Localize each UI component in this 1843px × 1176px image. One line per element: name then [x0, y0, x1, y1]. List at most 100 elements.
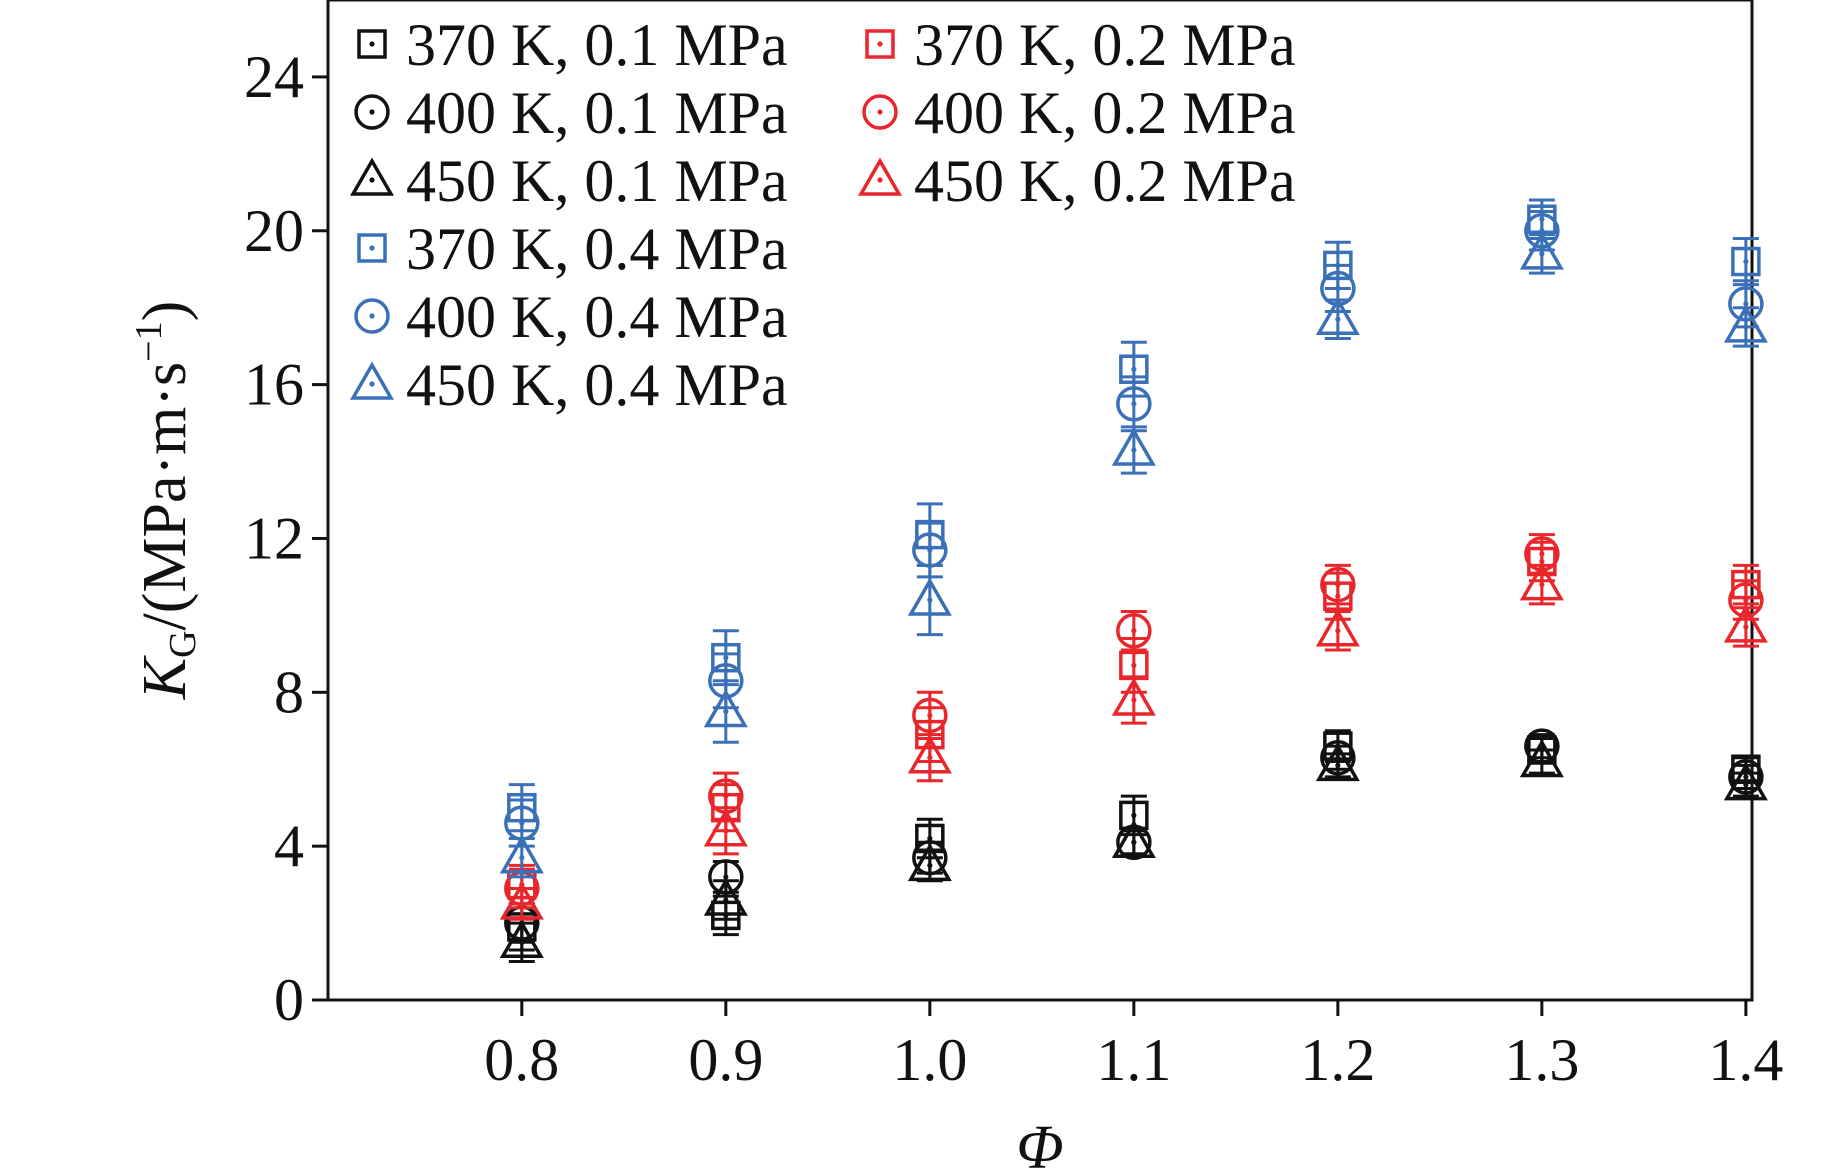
data-point	[1519, 562, 1564, 601]
legend-marker	[357, 29, 387, 59]
data-point	[1119, 800, 1149, 831]
data-point-dot	[1335, 628, 1341, 634]
data-point	[1111, 427, 1156, 466]
data-point	[907, 735, 952, 774]
legend-marker-dot	[877, 109, 883, 115]
legend-marker-dot	[369, 313, 375, 319]
legend-marker-dot	[369, 41, 375, 47]
y-label-main: K	[131, 654, 199, 700]
data-point-dot	[519, 939, 525, 945]
legend-marker-dot	[877, 41, 883, 47]
legend-label: 370 K, 0.1 MPa	[406, 12, 788, 78]
legend-label: 400 K, 0.1 MPa	[406, 80, 788, 146]
x-tick-label: 1.0	[892, 1027, 967, 1093]
data-point-dot	[927, 862, 933, 868]
data-point-dot	[927, 835, 933, 842]
data-point	[907, 842, 952, 882]
data-point-dot	[1539, 251, 1545, 257]
x-tick-label: 1.4	[1708, 1027, 1783, 1093]
data-point	[1519, 231, 1564, 270]
legend-marker	[349, 157, 395, 196]
data-point-dot	[1743, 624, 1749, 630]
data-point-dot	[1131, 447, 1137, 453]
data-point	[499, 881, 544, 920]
x-tick-label: 1.1	[1096, 1027, 1171, 1093]
data-point	[1116, 613, 1152, 649]
y-label-exp: −1	[128, 321, 170, 361]
data-point-dot	[927, 712, 933, 718]
data-point-dot	[1335, 582, 1341, 588]
data-point-dot	[519, 901, 525, 907]
data-point-dot	[1131, 662, 1137, 668]
y-tick-label: 0	[274, 967, 304, 1033]
x-axis: 0.8 0.9 1.0 1.1 1.2 1.3 1.4	[484, 1000, 1783, 1093]
legend-item: 400 K, 0.4 MPa	[354, 284, 788, 350]
data-point-dot	[1743, 258, 1749, 265]
series-9	[499, 231, 1768, 879]
data-point	[912, 697, 948, 734]
data-point	[1519, 739, 1564, 778]
data-series	[499, 198, 1768, 964]
y-tick-label: 12	[244, 505, 304, 571]
data-point-dot	[723, 793, 729, 799]
data-point-dot	[1743, 301, 1749, 307]
legend-marker	[865, 29, 895, 59]
data-point	[1731, 246, 1761, 277]
x-axis-label: Φ	[1016, 1114, 1063, 1176]
data-point-dot	[1539, 582, 1545, 588]
data-point-dot	[1131, 401, 1137, 407]
data-point	[1315, 608, 1360, 647]
series-3	[499, 739, 1768, 964]
data-point-dot	[1335, 316, 1341, 322]
x-tick-label: 1.2	[1300, 1027, 1375, 1093]
data-point-dot	[723, 874, 729, 880]
legend-marker-dot	[369, 177, 375, 183]
plot-frame	[326, 0, 1754, 1002]
legend-item: 370 K, 0.1 MPa	[357, 12, 788, 78]
y-axis: 0 4 8 12 16 20 24	[244, 44, 328, 1033]
x-tick-label: 0.8	[484, 1027, 559, 1093]
legend-marker	[349, 361, 395, 400]
data-point	[1116, 386, 1152, 422]
data-point-dot	[1539, 551, 1545, 557]
legend-item: 450 K, 0.4 MPa	[349, 352, 788, 418]
data-point	[1111, 677, 1156, 716]
data-point-dot	[1743, 324, 1749, 330]
data-point-dot	[519, 855, 525, 861]
legend-item: 450 K, 0.1 MPa	[349, 148, 788, 214]
data-point-dot	[1335, 762, 1341, 768]
legend-item: 400 K, 0.1 MPa	[354, 80, 788, 146]
data-point	[703, 689, 748, 728]
data-point-dot	[927, 547, 933, 553]
data-point-dot	[927, 755, 933, 761]
data-point-dot	[723, 828, 729, 834]
data-point	[1723, 304, 1768, 343]
y-tick-label: 8	[274, 659, 304, 725]
data-point-dot	[1131, 697, 1137, 703]
legend-label: 400 K, 0.2 MPa	[914, 80, 1296, 146]
data-point	[1315, 296, 1360, 335]
legend-item: 370 K, 0.4 MPa	[357, 216, 788, 282]
data-point-dot	[1335, 285, 1341, 292]
data-point	[703, 877, 748, 916]
data-point	[703, 808, 748, 847]
data-point-dot	[1131, 628, 1137, 634]
legend-item: 450 K, 0.2 MPa	[857, 148, 1296, 214]
data-point-dot	[1131, 839, 1137, 845]
data-point-dot	[1131, 812, 1137, 818]
y-tick-label: 4	[274, 813, 304, 879]
data-point	[499, 919, 544, 959]
legend-marker	[862, 94, 898, 130]
data-point-dot	[723, 897, 729, 903]
x-tick-label: 1.3	[1504, 1027, 1579, 1093]
y-label-sub: G	[162, 630, 204, 657]
series-6	[499, 562, 1768, 921]
data-point-dot	[723, 708, 729, 715]
data-point-dot	[1539, 228, 1545, 234]
legend-marker-dot	[369, 245, 375, 251]
data-point-dot	[1743, 597, 1749, 603]
legend-marker	[357, 233, 387, 263]
y-tick-label: 20	[244, 198, 304, 264]
legend-marker-dot	[369, 381, 375, 387]
